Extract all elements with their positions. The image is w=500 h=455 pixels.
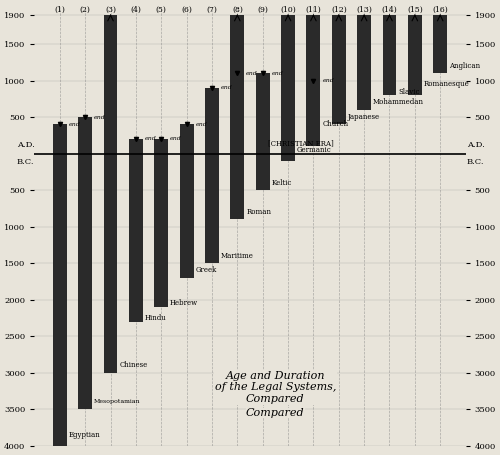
Text: Keltic: Keltic	[272, 179, 292, 187]
Text: Maritime: Maritime	[221, 252, 254, 260]
Text: end: end	[145, 136, 156, 142]
Text: [CHRISTIAN ERA]: [CHRISTIAN ERA]	[268, 140, 334, 148]
Text: end: end	[221, 86, 232, 91]
Text: (9): (9)	[257, 5, 268, 13]
Bar	[382, 15, 396, 95]
Text: Mesopotamian: Mesopotamian	[94, 399, 140, 404]
Text: Greek: Greek	[196, 267, 216, 274]
Bar	[154, 139, 168, 307]
Text: (3): (3)	[105, 5, 116, 13]
Text: Mohammedan: Mohammedan	[373, 98, 424, 106]
Text: (11): (11)	[306, 5, 322, 13]
Bar	[78, 117, 92, 410]
Text: (12): (12)	[331, 5, 346, 13]
Text: (1): (1)	[54, 5, 65, 13]
Text: (16): (16)	[432, 5, 448, 13]
Text: (2): (2)	[80, 5, 90, 13]
Text: Slavic: Slavic	[398, 87, 420, 96]
Text: (10): (10)	[280, 5, 296, 13]
Text: B.C.: B.C.	[17, 158, 34, 167]
Text: Egyptian: Egyptian	[68, 431, 100, 439]
Text: (7): (7)	[206, 5, 218, 13]
Bar	[205, 88, 219, 263]
Bar	[332, 15, 345, 124]
Text: Chinese: Chinese	[120, 361, 148, 369]
Text: end: end	[322, 78, 334, 83]
Text: (5): (5)	[156, 5, 166, 13]
Bar	[408, 15, 422, 95]
Text: Roman: Roman	[246, 208, 271, 216]
Text: (15): (15)	[407, 5, 422, 13]
Text: end: end	[196, 122, 207, 127]
Text: end: end	[68, 122, 80, 127]
Bar	[281, 15, 295, 161]
Text: Age and Duration
of the Legal Systems,
Compared: Age and Duration of the Legal Systems, C…	[214, 371, 336, 404]
Bar	[129, 139, 143, 322]
Text: A.D.: A.D.	[16, 141, 34, 149]
Text: Hindu: Hindu	[145, 314, 167, 322]
Text: Anglican: Anglican	[449, 62, 480, 70]
Text: end: end	[272, 71, 283, 76]
Text: (8): (8)	[232, 5, 243, 13]
Text: Germanic: Germanic	[297, 146, 332, 154]
Bar	[180, 124, 194, 278]
Text: Compared: Compared	[246, 408, 304, 418]
Text: (13): (13)	[356, 5, 372, 13]
Text: B.C.: B.C.	[467, 158, 484, 167]
Text: A.D.: A.D.	[467, 141, 484, 149]
Bar	[357, 15, 371, 110]
Bar	[433, 15, 447, 73]
Bar	[230, 15, 244, 219]
Bar	[306, 15, 320, 147]
Text: (4): (4)	[130, 5, 141, 13]
Text: (6): (6)	[181, 5, 192, 13]
Text: Hebrew: Hebrew	[170, 299, 198, 308]
Text: Romanesque: Romanesque	[424, 80, 470, 88]
Bar	[104, 15, 118, 373]
Text: end: end	[246, 71, 258, 76]
Text: end: end	[170, 136, 182, 142]
Bar	[256, 73, 270, 190]
Bar	[53, 124, 67, 446]
Text: (14): (14)	[382, 5, 398, 13]
Text: end: end	[94, 115, 106, 120]
Text: Japanese: Japanese	[348, 113, 380, 121]
Text: Church: Church	[322, 121, 348, 128]
